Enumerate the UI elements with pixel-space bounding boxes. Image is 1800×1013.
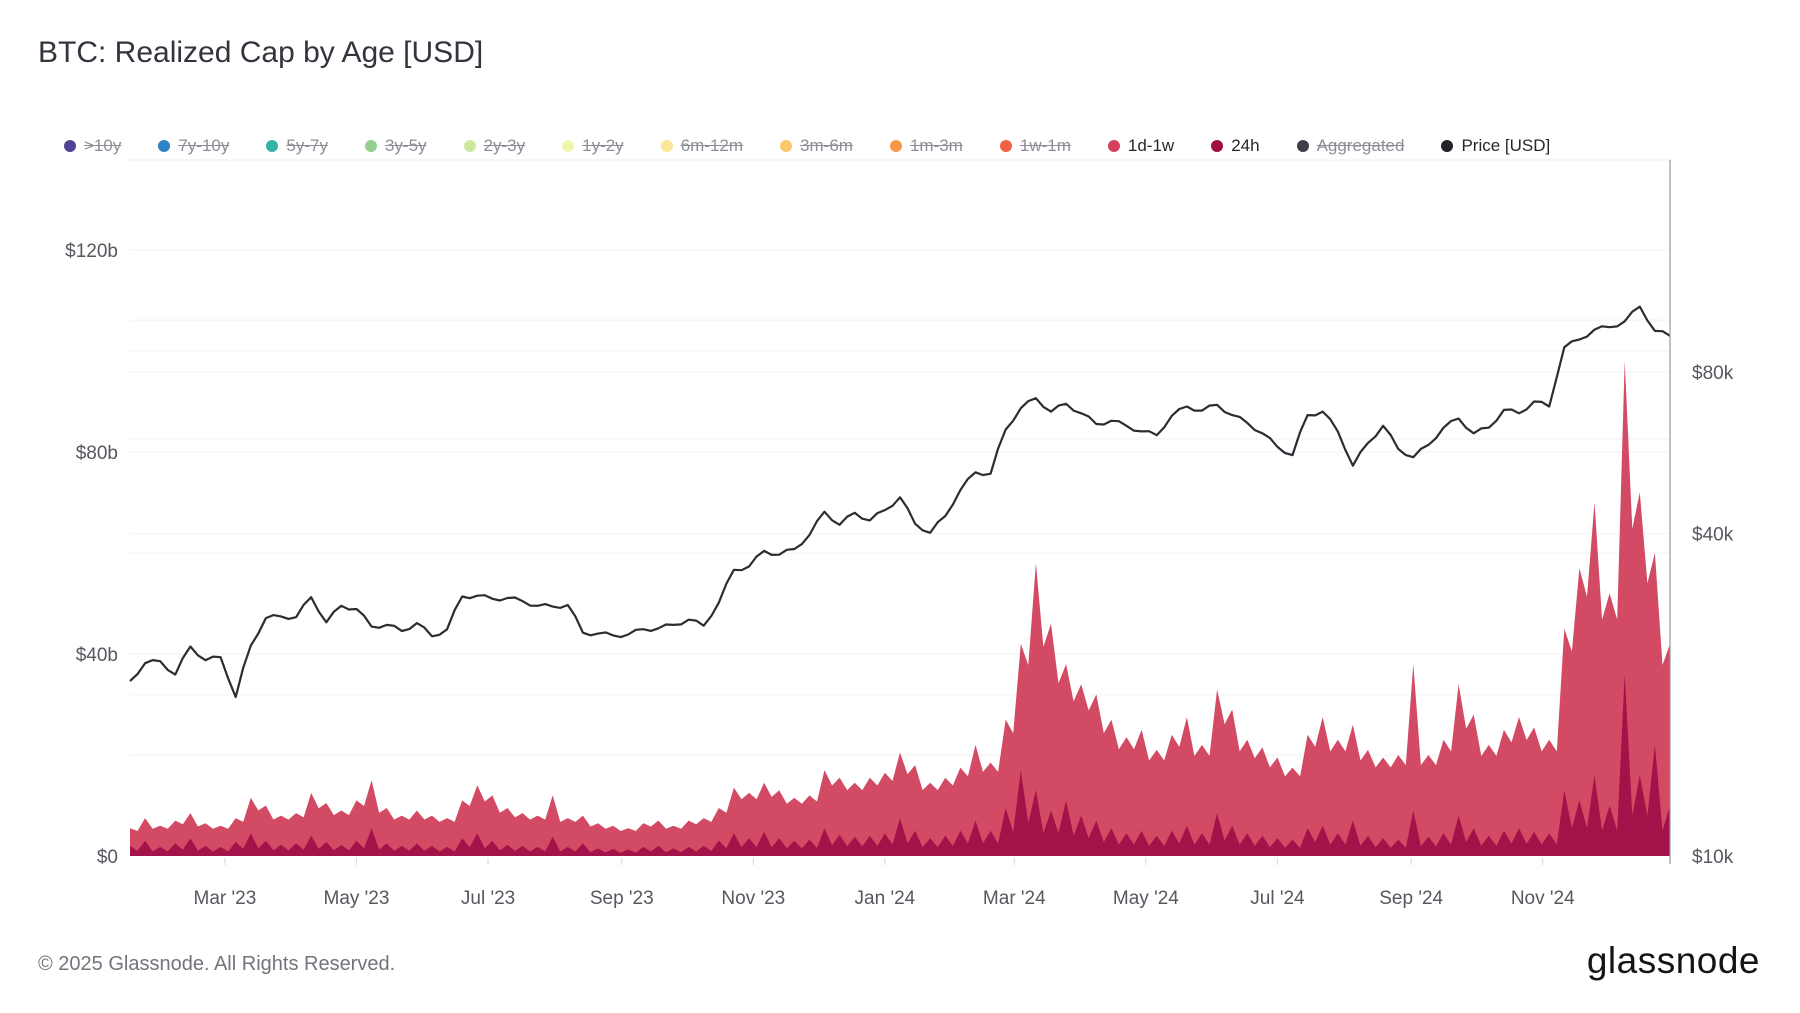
legend-item-label: 3y-5y (384, 136, 427, 155)
legend-item-label: Price [USD] (1461, 136, 1551, 155)
area-24h (130, 674, 1670, 856)
x-axis-label: Nov '24 (1511, 888, 1575, 909)
legend-item-24h[interactable]: 24h (1211, 136, 1260, 156)
glassnode-logo[interactable]: glassnode (1586, 940, 1760, 981)
legend-item-label: 7y-10y (178, 136, 230, 155)
legend-item-label: 1m-3m (909, 136, 963, 155)
y-axis-label-left: $120b (65, 241, 118, 262)
y-axis-label-right: $80k (1692, 363, 1734, 384)
x-axis-label: May '23 (324, 888, 390, 909)
legend-item-6m-12m[interactable]: 6m-12m (660, 136, 744, 156)
legend-item--10y[interactable]: >10y (64, 136, 121, 156)
x-axis-label: Jan '24 (855, 888, 916, 909)
legend-swatch-icon (562, 140, 575, 152)
legend-item-price-usd-[interactable]: Price [USD] (1441, 136, 1550, 156)
y-axis-label-right: $10k (1692, 847, 1734, 868)
legend-swatch-icon (660, 140, 673, 152)
legend-item-label: 3m-6m (800, 136, 853, 155)
chart-title: BTC: Realized Cap by Age [USD] (38, 36, 484, 69)
y-axis-label-left: $80b (76, 443, 118, 464)
legend-item-label: 6m-12m (680, 136, 744, 155)
legend-swatch-icon (364, 140, 377, 152)
y-axis-label-left: $40b (76, 645, 118, 666)
legend-swatch-icon (266, 140, 279, 152)
legend-item-label: 1y-2y (582, 136, 624, 155)
legend-item-label: 1w-1m (1019, 136, 1071, 155)
legend: >10y 7y-10y 5y-7y 3y-5y 2y-3y 1y-2y 6m-12m 3m-6… (64, 136, 1550, 156)
legend-swatch-icon (1107, 140, 1120, 152)
legend-item-aggregated[interactable]: Aggregated (1296, 136, 1405, 156)
legend-swatch-icon (780, 140, 793, 152)
legend-swatch-icon (889, 140, 902, 152)
legend-item-label: 5y-7y (286, 136, 328, 155)
legend-item-label: 1d-1w (1127, 136, 1175, 155)
x-axis-label: Sep '23 (590, 888, 654, 909)
x-axis-label: Mar '24 (983, 888, 1046, 909)
legend-item-7y-10y[interactable]: 7y-10y (158, 136, 229, 156)
legend-item-3m-6m[interactable]: 3m-6m (780, 136, 853, 156)
x-axis-label: Jul '23 (461, 888, 515, 909)
legend-item-1w-1m[interactable]: 1w-1m (999, 136, 1071, 156)
legend-item-3y-5y[interactable]: 3y-5y (364, 136, 427, 156)
legend-item-1d-1w[interactable]: 1d-1w (1107, 136, 1175, 156)
x-axis-label: Nov '23 (721, 888, 785, 909)
x-axis-label: Jul '24 (1250, 888, 1305, 909)
copyright-text: © 2025 Glassnode. All Rights Reserved. (38, 953, 396, 975)
legend-swatch-icon (1441, 140, 1454, 152)
legend-item-1y-2y[interactable]: 1y-2y (562, 136, 624, 156)
legend-swatch-icon (999, 140, 1012, 152)
legend-item-label: 24h (1231, 136, 1260, 155)
legend-item-5y-7y[interactable]: 5y-7y (266, 136, 328, 156)
legend-item-label: Aggregated (1316, 136, 1405, 155)
legend-swatch-icon (158, 140, 171, 152)
y-axis-label-left: $0 (97, 847, 118, 868)
legend-item-2y-3y[interactable]: 2y-3y (463, 136, 526, 156)
legend-item-label: 2y-3y (483, 136, 526, 155)
legend-swatch-icon (64, 140, 76, 152)
x-axis-label: May '24 (1113, 888, 1179, 909)
legend-swatch-icon (1211, 140, 1224, 152)
legend-item-label: >10y (84, 136, 122, 155)
area-1d-1w (130, 361, 1670, 856)
price-line (129, 305, 1671, 699)
x-axis-label: Mar '23 (194, 888, 257, 909)
legend-swatch-icon (1296, 140, 1309, 152)
legend-swatch-icon (463, 140, 476, 152)
x-axis-label: Sep '24 (1379, 888, 1443, 909)
y-axis-label-right: $40k (1692, 524, 1734, 545)
legend-item-1m-3m[interactable]: 1m-3m (889, 136, 963, 156)
